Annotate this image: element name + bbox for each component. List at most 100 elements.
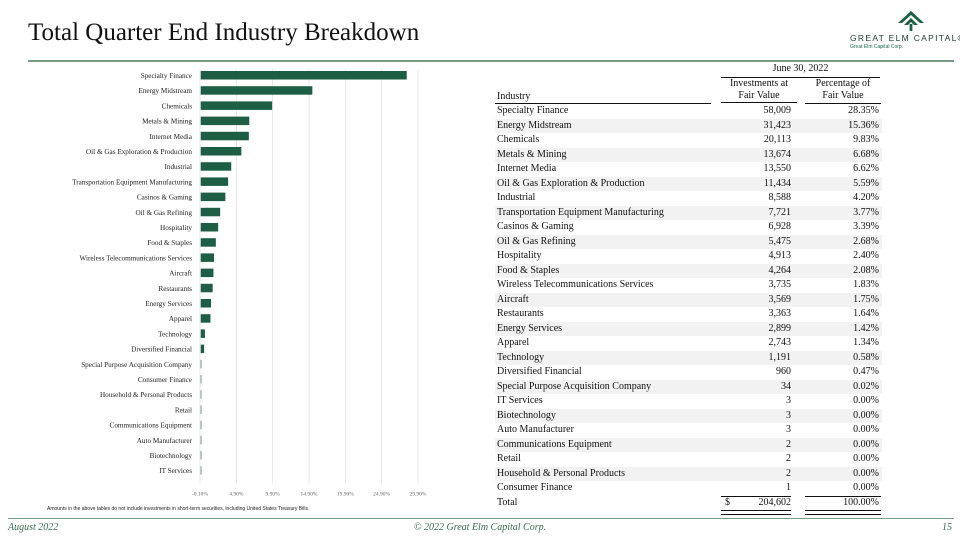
bar bbox=[200, 405, 202, 414]
total-rule-top bbox=[721, 495, 791, 497]
page-title: Total Quarter End Industry Breakdown bbox=[28, 19, 420, 46]
bar bbox=[200, 390, 202, 399]
fair-value-cell: 5,475 bbox=[768, 235, 792, 247]
fair-value-cell: 4,913 bbox=[768, 250, 792, 261]
industry-cell: Industrial bbox=[497, 192, 536, 203]
category-label: Energy Midstream bbox=[138, 87, 192, 95]
total-percentage: 100.00% bbox=[843, 496, 879, 508]
fair-value-cell: 31,423 bbox=[763, 119, 792, 131]
industry-column-header: Industry bbox=[497, 91, 531, 102]
page-number: 15 bbox=[942, 522, 952, 533]
percentage-cell: 0.00% bbox=[853, 424, 879, 435]
chart-footnote: Amounts in the above tables do not inclu… bbox=[47, 506, 310, 512]
percentage-cell: 4.20% bbox=[853, 192, 879, 203]
table-row: Internet Media 13,550 6.62% bbox=[495, 162, 882, 177]
percentage-cell: 6.68% bbox=[853, 148, 879, 160]
category-label: Casinos & Gaming bbox=[137, 194, 193, 202]
x-tick-label: 29.90% bbox=[410, 491, 427, 497]
x-tick-label: 9.90% bbox=[266, 491, 281, 497]
category-label: Restaurants bbox=[158, 285, 192, 293]
title-divider bbox=[28, 60, 954, 62]
percentage-cell: 1.64% bbox=[853, 308, 879, 319]
industry-cell: Transportation Equipment Manufacturing bbox=[497, 206, 664, 218]
category-label: Hospitality bbox=[160, 224, 192, 232]
percentage-cell: 1.42% bbox=[853, 322, 879, 334]
category-label: Specialty Finance bbox=[141, 72, 192, 80]
industry-cell: Communications Equipment bbox=[497, 438, 612, 450]
bar bbox=[200, 314, 211, 323]
percentage-cell: 2.68% bbox=[853, 235, 879, 247]
table-row: Wireless Telecommunications Services 3,73… bbox=[495, 278, 882, 293]
percentage-header-rule bbox=[805, 103, 881, 104]
industry-cell: Food & Staples bbox=[497, 264, 560, 276]
category-label: Biotechnology bbox=[150, 452, 193, 460]
table-row: Energy Midstream 31,423 15.36% bbox=[495, 118, 882, 133]
logo-subtitle: Great Elm Capital Corp. bbox=[850, 44, 904, 50]
industry-cell: Technology bbox=[497, 351, 545, 363]
period-rule bbox=[721, 77, 880, 78]
table-row: Oil & Gas Refining 5,475 2.68% bbox=[495, 234, 882, 249]
industry-cell: Casinos & Gaming bbox=[497, 221, 574, 232]
fair-value-cell: 2 bbox=[786, 467, 791, 479]
fair-value-cell: 4,264 bbox=[768, 264, 792, 276]
category-label: Special Purpose Acquisition Company bbox=[81, 361, 192, 369]
industry-cell: IT Services bbox=[497, 395, 543, 406]
company-logo: GREAT ELM CAPITAL® Great Elm Capital Cor… bbox=[848, 10, 960, 54]
fair-value-cell: 6,928 bbox=[768, 221, 792, 232]
footer-date: August 2022 bbox=[8, 522, 59, 533]
industry-cell: Energy Services bbox=[497, 322, 563, 334]
percentage-cell: 3.77% bbox=[853, 206, 879, 218]
industry-cell: Auto Manufacturer bbox=[497, 424, 574, 435]
table-row: Industrial 8,588 4.20% bbox=[495, 191, 882, 206]
x-tick-label: 14.90% bbox=[301, 491, 318, 497]
percentage-cell: 1.75% bbox=[853, 293, 879, 305]
percentage-cell: 2.40% bbox=[853, 250, 879, 261]
bar bbox=[200, 299, 212, 308]
fair-value-cell: 8,588 bbox=[768, 192, 792, 203]
x-tick-label: -0.10% bbox=[192, 491, 208, 497]
total-pct-rule-top bbox=[805, 495, 881, 497]
bar bbox=[200, 116, 250, 126]
percentage-cell: 0.47% bbox=[853, 366, 879, 377]
x-tick-label: 24.90% bbox=[373, 491, 390, 497]
industry-cell: Oil & Gas Refining bbox=[497, 235, 576, 247]
fair-value-cell: 11,434 bbox=[763, 177, 791, 189]
bar bbox=[200, 86, 313, 95]
percentage-cell: 0.00% bbox=[853, 482, 879, 493]
industry-cell: Wireless Telecommunications Services bbox=[497, 279, 654, 290]
investments-column-header: Investments at Fair Value bbox=[721, 78, 797, 103]
category-label: Transportation Equipment Manufacturing bbox=[72, 178, 192, 186]
industry-cell: Chemicals bbox=[497, 134, 540, 145]
table-row: Casinos & Gaming 6,928 3.39% bbox=[495, 220, 882, 235]
bar bbox=[200, 344, 205, 354]
percentage-cell: 0.00% bbox=[853, 438, 879, 450]
bar bbox=[200, 207, 221, 217]
percentage-cell: 15.36% bbox=[848, 119, 879, 131]
total-double-rule bbox=[721, 509, 791, 515]
category-label: Technology bbox=[158, 330, 192, 338]
fair-value-cell: 13,674 bbox=[763, 148, 792, 160]
category-label: Communications Equipment bbox=[110, 422, 192, 430]
total-row: Total $204,602 100.00% bbox=[495, 495, 882, 515]
table-row: Aircraft 3,569 1.75% bbox=[495, 292, 882, 307]
category-label: Oil & Gas Exploration & Production bbox=[86, 148, 192, 156]
table-row: Metals & Mining 13,674 6.68% bbox=[495, 147, 882, 162]
fair-value-cell: 3 bbox=[786, 409, 791, 421]
industry-cell: Energy Midstream bbox=[497, 119, 572, 131]
percentage-cell: 6.62% bbox=[853, 163, 879, 174]
category-label: Consumer Finance bbox=[138, 376, 192, 384]
logo-wordmark: GREAT ELM CAPITAL® bbox=[850, 33, 960, 43]
category-label: Auto Manufacturer bbox=[137, 437, 193, 445]
table-row: Biotechnology 3 0.00% bbox=[495, 408, 882, 423]
bar bbox=[200, 162, 232, 171]
bar bbox=[200, 329, 205, 338]
bar bbox=[200, 71, 407, 80]
bar bbox=[200, 192, 226, 202]
percentage-cell: 3.39% bbox=[853, 221, 879, 232]
fair-value-cell: 58,009 bbox=[763, 105, 792, 116]
industry-cell: Oil & Gas Exploration & Production bbox=[497, 177, 645, 189]
industry-cell: Internet Media bbox=[497, 163, 557, 174]
table-row: Household & Personal Products 2 0.00% bbox=[495, 466, 882, 481]
fair-value-cell: 2,743 bbox=[768, 337, 792, 348]
table-row: Auto Manufacturer 3 0.00% bbox=[495, 423, 882, 438]
